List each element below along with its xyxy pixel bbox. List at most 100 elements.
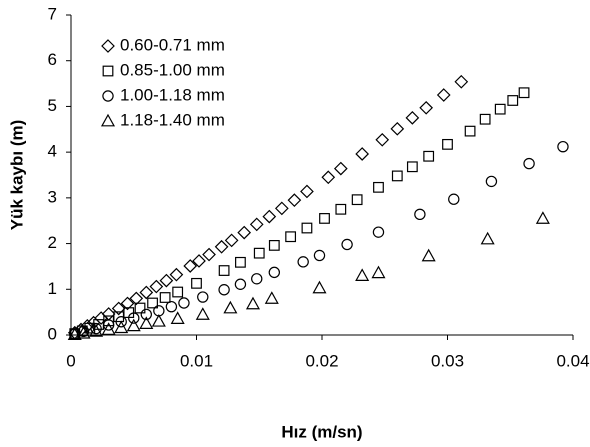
point [234, 278, 247, 290]
point [341, 238, 353, 251]
point [262, 209, 277, 224]
point [140, 308, 152, 321]
point [523, 157, 535, 170]
point [214, 239, 229, 254]
point [249, 217, 264, 232]
point [218, 284, 230, 296]
legend-label: 0.60-0.71 mm [120, 35, 225, 54]
point [183, 259, 198, 273]
point [494, 103, 506, 115]
legend-label: 1.00-1.18 mm [120, 85, 225, 104]
point [421, 248, 436, 262]
x-tick-label: 0.03 [431, 351, 464, 370]
point [423, 150, 435, 162]
x-axis-title: Hız (m/sn) [281, 422, 362, 441]
point [159, 292, 171, 303]
point [165, 300, 178, 313]
point [111, 301, 126, 316]
point [274, 201, 289, 216]
point [94, 311, 108, 325]
point [235, 256, 246, 268]
point [195, 307, 210, 320]
point [312, 280, 327, 294]
point [557, 140, 569, 153]
point [373, 181, 384, 193]
point [297, 256, 309, 268]
y-tick-label: 7 [48, 4, 57, 23]
point [480, 231, 495, 245]
point [313, 249, 326, 262]
point [335, 203, 347, 215]
point [223, 300, 238, 314]
point [101, 322, 116, 335]
point [101, 307, 116, 321]
y-tick-label: 0 [48, 324, 57, 343]
y-tick-label: 1 [48, 279, 57, 298]
point [218, 265, 230, 276]
point [169, 267, 184, 282]
point [172, 286, 184, 298]
point [149, 279, 164, 294]
point [454, 74, 469, 89]
point [126, 318, 141, 332]
point [479, 113, 491, 125]
point [129, 291, 144, 306]
legend-marker [101, 39, 115, 53]
point [300, 184, 314, 199]
x-tick-label: 0.02 [305, 351, 338, 370]
point [139, 285, 154, 300]
point [507, 95, 519, 106]
y-tick-label: 6 [48, 50, 57, 69]
y-tick-label: 4 [48, 142, 57, 161]
point [287, 193, 302, 207]
point [264, 291, 279, 304]
point [115, 316, 127, 328]
point [251, 273, 263, 285]
point [237, 225, 252, 240]
point [372, 226, 385, 238]
point [448, 193, 460, 205]
y-axis-title: Yük kaybı (m) [7, 120, 26, 231]
point [197, 291, 209, 303]
y-tick-label: 3 [48, 187, 57, 206]
point [102, 319, 115, 331]
point [535, 211, 550, 224]
y-tick-label: 5 [48, 96, 57, 115]
point [245, 296, 260, 310]
point [268, 266, 281, 279]
point [371, 265, 386, 279]
point [485, 175, 498, 188]
point [191, 277, 202, 289]
point [253, 247, 265, 259]
point [134, 302, 146, 314]
point [159, 273, 174, 288]
point [268, 240, 280, 251]
point [128, 312, 140, 324]
point [224, 233, 239, 248]
point [90, 322, 102, 335]
point [464, 125, 476, 137]
legend-marker [100, 113, 116, 127]
point [419, 100, 434, 115]
point [436, 88, 451, 102]
x-tick-label: 0.01 [180, 351, 213, 370]
point [355, 147, 370, 161]
point [120, 296, 135, 311]
point [192, 254, 206, 268]
x-tick-label: 0 [66, 351, 75, 370]
legend-label: 0.85-1.00 mm [120, 60, 225, 79]
point [151, 314, 166, 327]
legend-label: 1.18-1.40 mm [120, 110, 225, 129]
point [351, 194, 363, 206]
point [518, 87, 530, 99]
point [321, 170, 336, 185]
point [414, 208, 426, 221]
point [139, 316, 154, 329]
point [67, 327, 82, 340]
point [319, 213, 330, 224]
point [285, 231, 297, 243]
point [301, 222, 313, 234]
legend-marker [102, 90, 114, 102]
point [147, 297, 158, 309]
